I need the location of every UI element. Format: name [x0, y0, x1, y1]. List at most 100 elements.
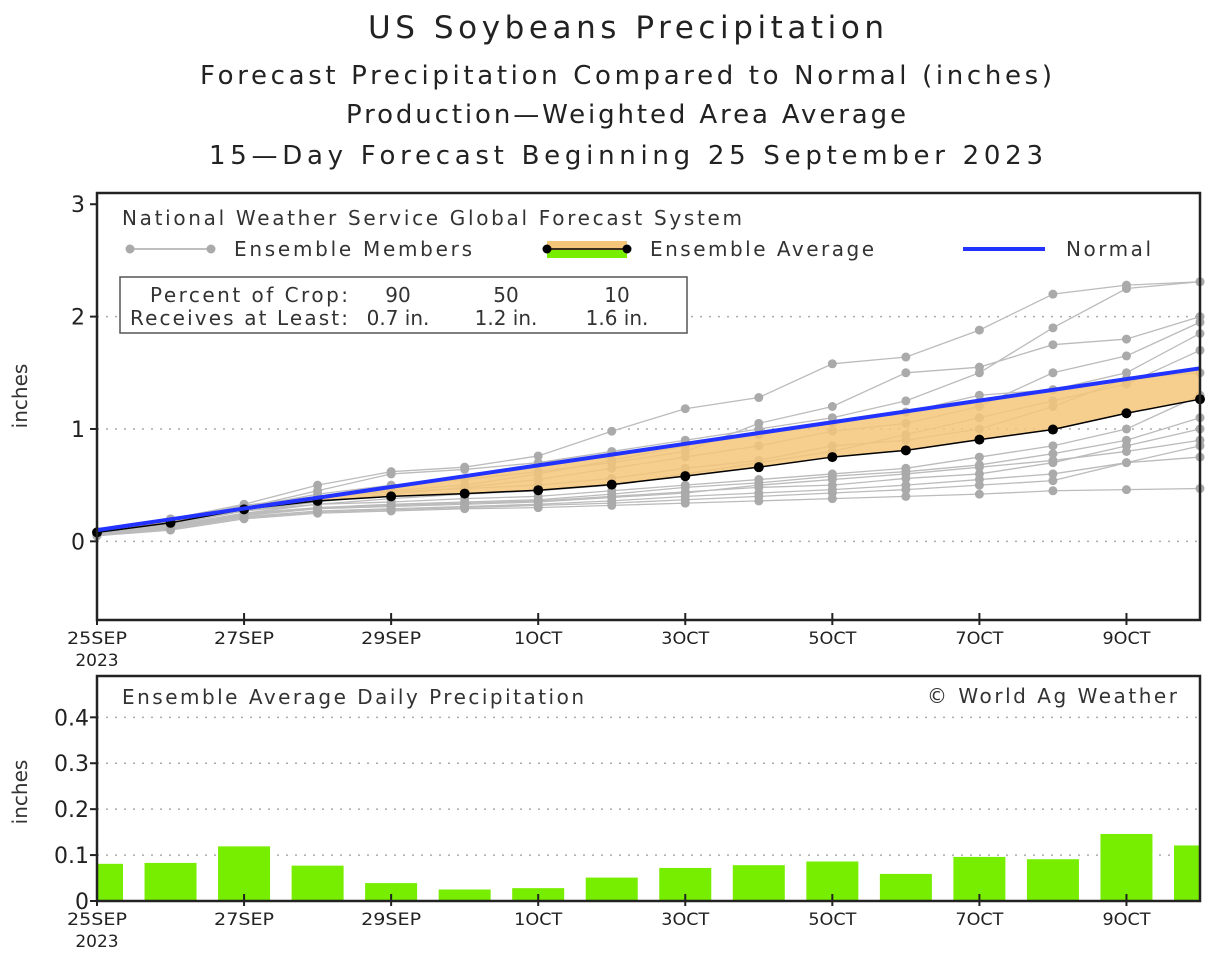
bottom-x-tick-label: 29SEP — [361, 910, 421, 930]
ensemble-member-point — [974, 325, 984, 335]
ensemble-average-point — [533, 485, 544, 496]
ensemble-average-point — [386, 491, 397, 502]
legend-average-dot — [542, 244, 552, 254]
top-y-label: inches — [8, 364, 32, 429]
subtitle-3: 15—Day Forecast Beginning 25 September 2… — [209, 141, 1043, 171]
ensemble-member-point — [460, 504, 470, 514]
bottom-plot-frame — [95, 674, 1202, 903]
copyright-annotation: © World Ag Weather — [927, 684, 1178, 708]
ensemble-member-point — [1121, 424, 1131, 434]
ensemble-member-point — [386, 506, 396, 516]
ensemble-member-point — [901, 469, 911, 479]
bottom-x-tick-label: 27SEP — [214, 910, 274, 930]
ensemble-member-line — [96, 487, 1201, 537]
top-x-tick-label: 1OCT — [514, 629, 563, 649]
bottom-y-tick-label: 0.1 — [54, 844, 89, 869]
ensemble-member-point — [313, 508, 323, 518]
legend-average-dot — [622, 244, 632, 254]
bottom-y-axis: 0 0.1 0.2 0.3 0.4 — [54, 706, 97, 915]
legend-band-swatch — [547, 241, 627, 250]
ensemble-member-point — [901, 485, 911, 495]
crop-table-box — [119, 276, 688, 334]
bottom-x-tick-label: 3OCT — [661, 910, 710, 930]
top-x-tick-label: 3OCT — [661, 629, 710, 649]
ensemble-member-point — [1048, 289, 1058, 299]
ensemble-member-line — [96, 456, 1201, 537]
ensemble-member-point — [533, 503, 543, 513]
ensemble-member-point — [901, 396, 911, 406]
daily-precip-bar — [365, 883, 418, 901]
ensemble-average-point — [1121, 408, 1132, 419]
top-x-tick-label: 9OCT — [1102, 629, 1151, 649]
ensemble-member-point — [754, 418, 764, 428]
normal-line — [96, 366, 1201, 533]
bottom-x-tick-label: 7OCT — [955, 910, 1004, 930]
ensemble-member-point — [1121, 284, 1131, 294]
ensemble-member-point — [974, 462, 984, 472]
ensemble-member-point — [754, 496, 764, 506]
crop-percent-50: 50 — [493, 283, 518, 307]
top-y-tick-label: 0 — [71, 530, 85, 555]
daily-precip-bar — [218, 846, 271, 901]
crop-percent-10: 10 — [604, 283, 629, 307]
daily-precip-bars — [97, 833, 1200, 901]
ensemble-member-point — [901, 491, 911, 501]
ensemble-member-point — [974, 452, 984, 462]
daily-precip-bar — [1174, 845, 1200, 901]
ensemble-member-point — [1048, 449, 1058, 459]
daily-precip-bar — [879, 873, 932, 901]
ensemble-member-line — [96, 428, 1201, 536]
bottom-x-tick-label: 25SEP — [67, 910, 127, 930]
crop-row1-label: Percent of Crop: — [150, 283, 348, 307]
ensemble-member-point — [680, 498, 690, 508]
ensemble-average-point — [606, 479, 617, 490]
daily-precip-bar — [953, 856, 1006, 901]
bottom-y-tick-label: 0.2 — [54, 798, 89, 823]
crop-row2-label: Receives at Least: — [130, 306, 348, 330]
top-x-tick-year: 2023 — [75, 651, 118, 671]
ensemble-member-point — [974, 362, 984, 372]
bottom-y-tick-label: 0.4 — [54, 706, 89, 731]
top-x-tick-label: 29SEP — [361, 629, 421, 649]
top-plot-title: National Weather Service Global Forecast… — [122, 206, 742, 230]
ensemble-average-point — [1047, 424, 1058, 435]
top-x-tick-label: 7OCT — [955, 629, 1004, 649]
top-y-axis: 0 1 2 3 — [71, 193, 97, 555]
ensemble-average-point — [900, 445, 911, 456]
bottom-x-tick-label: 5OCT — [808, 910, 857, 930]
ensemble-member-line — [96, 281, 1201, 535]
ensemble-member-point — [1048, 469, 1058, 479]
ensemble-member-point — [827, 475, 837, 485]
bottom-x-tick-label: 9OCT — [1102, 910, 1151, 930]
ensemble-member-point — [974, 390, 984, 400]
subtitle-1: Forecast Precipitation Compared to Norma… — [200, 61, 1052, 91]
top-plot-frame — [95, 191, 1202, 622]
bottom-y-tick-label: 0.3 — [54, 752, 89, 777]
legend-bars-swatch — [547, 250, 627, 258]
bottom-x-tick-year: 2023 — [75, 932, 118, 952]
daily-precip-bar — [1100, 833, 1153, 901]
ensemble-member-line — [96, 445, 1201, 537]
ensemble-member-point — [1121, 458, 1131, 468]
ensemble-member-point — [974, 489, 984, 499]
legend-average-label: Ensemble Average — [650, 237, 874, 261]
ensemble-member-point — [607, 500, 617, 510]
ensemble-member-point — [827, 494, 837, 504]
ensemble-average-point — [459, 488, 470, 499]
daily-precip-bar — [291, 865, 344, 901]
legend-members-dot — [206, 244, 216, 254]
daily-precip-bar — [585, 877, 638, 901]
top-y-tick-label: 2 — [71, 306, 85, 331]
ensemble-member-point — [680, 404, 690, 414]
ensemble-average-point — [827, 452, 838, 463]
ensemble-member-point — [1048, 368, 1058, 378]
ensemble-average-point — [974, 434, 985, 445]
daily-precip-bar — [438, 889, 491, 901]
ensemble-member-point — [1048, 323, 1058, 333]
chart-title: US Soybeans Precipitation — [368, 10, 884, 46]
ensemble-member-point — [901, 368, 911, 378]
crop-amount-10: 1.6 in. — [586, 306, 649, 330]
daily-precip-bar — [97, 863, 123, 901]
bottom-plot-title: Ensemble Average Daily Precipitation — [122, 685, 584, 709]
